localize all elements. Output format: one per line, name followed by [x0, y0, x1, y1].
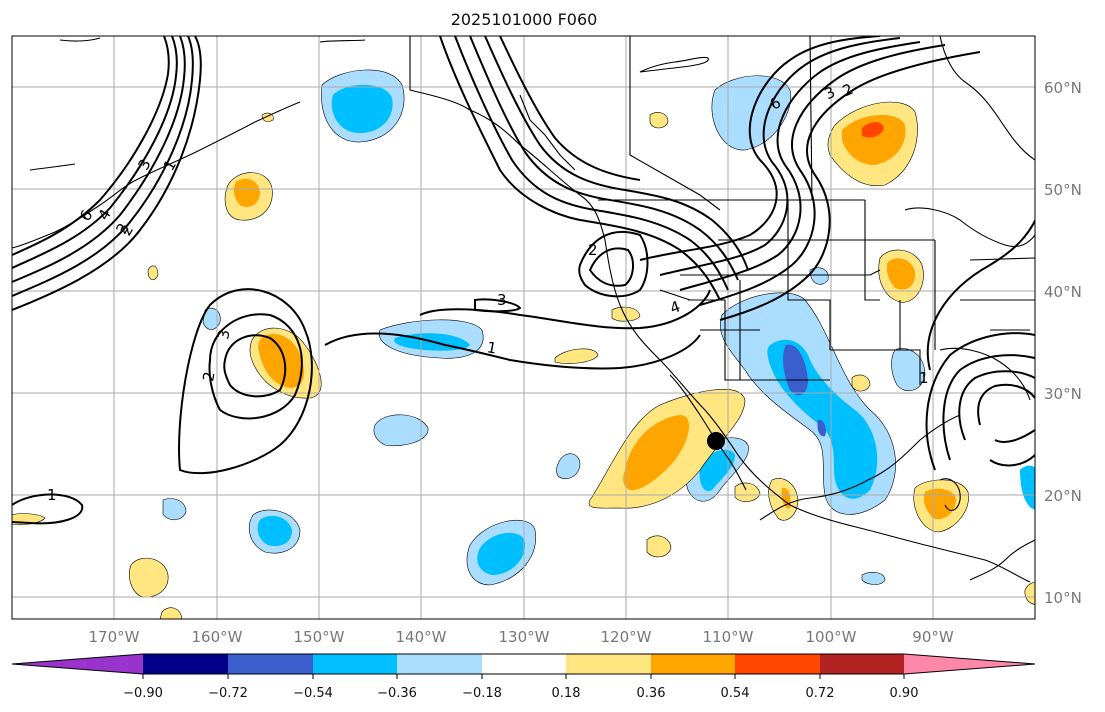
- pos-blob: [159, 607, 183, 619]
- neg-blob: [202, 307, 221, 330]
- neg-blob: [817, 419, 826, 437]
- colorbar-tick: 0.90: [890, 686, 919, 701]
- colorbar-tick: −0.36: [377, 686, 417, 701]
- longitude-labels: 170°W 160°W 150°W 140°W 130°W 120°W 110°…: [89, 628, 954, 646]
- colorbar-segment: [397, 654, 482, 674]
- lon-label: 130°W: [499, 628, 550, 646]
- lon-label: 100°W: [806, 628, 857, 646]
- colorbar-tick: −0.18: [462, 686, 502, 701]
- contours: [12, 36, 1035, 525]
- contour-label: 1: [47, 486, 57, 504]
- coastlines: [12, 36, 1035, 583]
- lon-label: 160°W: [192, 628, 243, 646]
- lat-label: 20°N: [1044, 487, 1082, 505]
- neg-blob: [373, 414, 429, 447]
- contour-label: 3: [497, 291, 507, 309]
- neg-blob: [861, 571, 886, 585]
- neg-blob: [891, 348, 926, 392]
- graticule: [12, 36, 1035, 619]
- pos-blob: [258, 334, 305, 388]
- lon-label: 150°W: [294, 628, 345, 646]
- contour-label: 3: [214, 328, 233, 341]
- pos-blob: [886, 258, 916, 290]
- neg-blob: [331, 84, 393, 134]
- lat-label: 60°N: [1044, 79, 1082, 97]
- neg-blob: [809, 267, 829, 285]
- colorbar-tick: 0.36: [637, 686, 666, 701]
- pos-blob: [623, 415, 690, 491]
- colorbar-segment: [904, 654, 1035, 674]
- pos-blob: [233, 178, 260, 207]
- lat-label: 40°N: [1044, 283, 1082, 301]
- lat-label: 50°N: [1044, 181, 1082, 199]
- contour-label: 1: [919, 369, 929, 387]
- neg-blob: [783, 344, 808, 396]
- lat-label: 30°N: [1044, 385, 1082, 403]
- lon-label: 110°W: [703, 628, 754, 646]
- colorbar-tick: 0.18: [552, 686, 581, 701]
- lon-label: 120°W: [601, 628, 652, 646]
- colorbar-segment: [143, 654, 228, 674]
- colorbar-tick: 0.54: [721, 686, 750, 701]
- neg-blob: [257, 515, 292, 547]
- pos-blob: [734, 482, 761, 502]
- colorbar-segment: [651, 654, 735, 674]
- colorbar-segment: [228, 654, 313, 674]
- neg-blob: [162, 498, 187, 521]
- colorbar-tick: −0.72: [208, 686, 248, 701]
- neg-blob: [699, 449, 735, 491]
- neg-blob: [556, 453, 581, 479]
- lon-label: 140°W: [396, 628, 447, 646]
- neg-blob: [477, 532, 526, 575]
- contour-label: 1: [486, 338, 499, 357]
- map-frame: [11, 35, 1036, 620]
- colorbar-segment: [12, 654, 143, 674]
- pos-blob: [129, 557, 169, 598]
- colorbar-segment: [735, 654, 820, 674]
- pos-blob: [649, 112, 669, 129]
- anomaly-shading: [12, 69, 1035, 619]
- pos-blob: [554, 348, 599, 364]
- neg-blob: [1020, 465, 1035, 510]
- lon-label: 170°W: [89, 628, 140, 646]
- latitude-labels: 60°N 50°N 40°N 30°N 20°N 10°N: [1044, 79, 1082, 607]
- pos-blob: [842, 114, 906, 165]
- colorbar-segment: [566, 654, 651, 674]
- pos-blob: [1024, 582, 1035, 605]
- location-marker: [707, 432, 725, 450]
- colorbar-segment: [482, 654, 566, 674]
- pos-blob: [147, 265, 159, 280]
- contour-label: 2: [199, 370, 218, 383]
- colorbar-tick: 0.72: [806, 686, 835, 701]
- colorbar: −0.90 −0.72 −0.54 −0.36 −0.18 0.18 0.36 …: [11, 653, 1036, 701]
- pos-blob: [862, 122, 884, 138]
- colorbar-segment: [820, 654, 904, 674]
- colorbar-tick: −0.54: [293, 686, 333, 701]
- lon-label: 90°W: [912, 628, 954, 646]
- contour-label: 2: [588, 241, 598, 259]
- lat-label: 10°N: [1044, 589, 1082, 607]
- colorbar-segment: [313, 654, 397, 674]
- pos-blob: [646, 535, 672, 558]
- pos-blob: [923, 488, 956, 520]
- pos-blob: [851, 374, 871, 392]
- map-title: 2025101000 F060: [450, 10, 598, 29]
- colorbar-tick: −0.90: [123, 686, 163, 701]
